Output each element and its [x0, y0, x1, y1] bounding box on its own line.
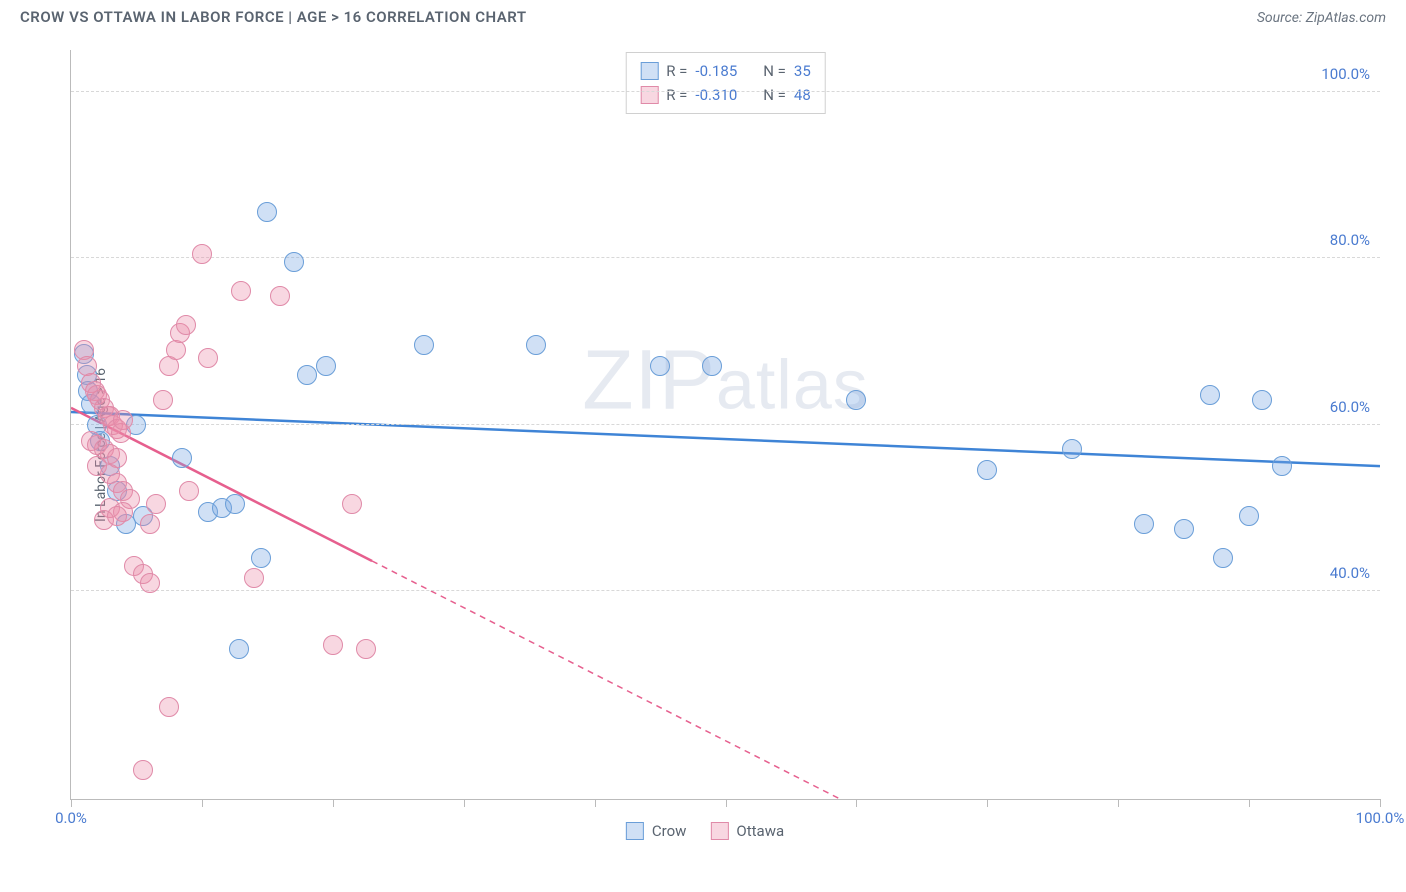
legend-n-value: 35 [794, 59, 811, 83]
legend-n-value: 48 [794, 83, 811, 107]
scatter-point-crow [977, 460, 997, 480]
watermark: ZIPatlas [582, 331, 869, 428]
legend-top-row: R = -0.185 N = 35 [640, 59, 811, 83]
scatter-point-crow [1134, 514, 1154, 534]
trend-lines [71, 50, 1380, 799]
scatter-point-ottawa [159, 697, 179, 717]
x-tick [595, 799, 596, 807]
legend-swatch [640, 62, 658, 80]
legend-swatch [626, 822, 644, 840]
scatter-point-ottawa [176, 315, 196, 335]
x-tick [464, 799, 465, 807]
scatter-point-crow [251, 548, 271, 568]
scatter-point-ottawa [146, 494, 166, 514]
trend-line-ottawa-dashed [372, 561, 840, 799]
legend-n-label: N = [763, 59, 786, 83]
scatter-point-ottawa [107, 506, 127, 526]
scatter-point-ottawa [244, 568, 264, 588]
scatter-point-ottawa [342, 494, 362, 514]
scatter-point-crow [229, 639, 249, 659]
trend-line-crow [71, 412, 1380, 466]
legend-swatch [640, 86, 658, 104]
scatter-point-crow [702, 356, 722, 376]
scatter-point-crow [526, 335, 546, 355]
scatter-point-ottawa [198, 348, 218, 368]
scatter-point-ottawa [140, 573, 160, 593]
scatter-point-crow [284, 252, 304, 272]
y-tick-label: 60.0% [1330, 398, 1370, 416]
plot-area: ZIPatlas R = -0.185 N = 35 R = -0.310 N = 48 40… [70, 50, 1380, 800]
x-tick [856, 799, 857, 807]
legend-r-value: -0.185 [695, 59, 737, 83]
legend-swatch [710, 822, 728, 840]
x-tick-label: 100.0% [1356, 809, 1405, 827]
scatter-point-ottawa [323, 635, 343, 655]
scatter-point-crow [846, 390, 866, 410]
scatter-point-ottawa [133, 760, 153, 780]
y-tick-label: 80.0% [1330, 231, 1370, 249]
legend-top-row: R = -0.310 N = 48 [640, 83, 811, 107]
legend-r-label: R = [666, 59, 687, 83]
legend-bottom-item: Crow [626, 822, 687, 840]
y-tick-label: 100.0% [1321, 65, 1370, 83]
y-tick-label: 40.0% [1330, 564, 1370, 582]
source-label: Source: ZipAtlas.com [1257, 10, 1386, 26]
gridline [71, 91, 1380, 92]
legend-n-label: N = [763, 83, 786, 107]
scatter-point-crow [1174, 519, 1194, 539]
x-tick [987, 799, 988, 807]
legend-series-label: Ottawa [736, 822, 784, 840]
scatter-point-crow [316, 356, 336, 376]
x-tick [1249, 799, 1250, 807]
legend-top: R = -0.185 N = 35 R = -0.310 N = 48 [625, 52, 826, 114]
scatter-point-ottawa [270, 286, 290, 306]
x-tick [202, 799, 203, 807]
scatter-point-crow [297, 365, 317, 385]
chart-title: CROW VS OTTAWA IN LABOR FORCE | AGE > 16… [20, 8, 527, 26]
scatter-point-crow [225, 494, 245, 514]
scatter-point-ottawa [153, 390, 173, 410]
scatter-point-ottawa [356, 639, 376, 659]
legend-r-value: -0.310 [695, 83, 737, 107]
scatter-point-ottawa [113, 410, 133, 430]
scatter-point-crow [257, 202, 277, 222]
x-tick [71, 799, 72, 807]
scatter-point-crow [1272, 456, 1292, 476]
chart-container: In Labor Force | Age > 16 ZIPatlas R =-0… [20, 40, 1390, 850]
gridline [71, 424, 1380, 425]
x-tick [1380, 799, 1381, 807]
gridline [71, 257, 1380, 258]
x-tick [726, 799, 727, 807]
scatter-point-crow [1062, 439, 1082, 459]
legend-r-label: R = [666, 83, 687, 107]
scatter-point-ottawa [231, 281, 251, 301]
scatter-point-ottawa [192, 244, 212, 264]
scatter-point-crow [1252, 390, 1272, 410]
scatter-point-ottawa [179, 481, 199, 501]
scatter-point-crow [1213, 548, 1233, 568]
x-tick [333, 799, 334, 807]
legend-series-label: Crow [652, 822, 687, 840]
x-tick [1118, 799, 1119, 807]
scatter-point-crow [1239, 506, 1259, 526]
scatter-point-crow [172, 448, 192, 468]
gridline [71, 590, 1380, 591]
scatter-point-ottawa [166, 340, 186, 360]
scatter-point-crow [1200, 385, 1220, 405]
legend-bottom-item: Ottawa [710, 822, 784, 840]
x-tick-label: 0.0% [55, 809, 87, 827]
scatter-point-crow [414, 335, 434, 355]
scatter-point-crow [650, 356, 670, 376]
scatter-point-ottawa [140, 514, 160, 534]
legend-bottom: Crow Ottawa [626, 822, 784, 840]
